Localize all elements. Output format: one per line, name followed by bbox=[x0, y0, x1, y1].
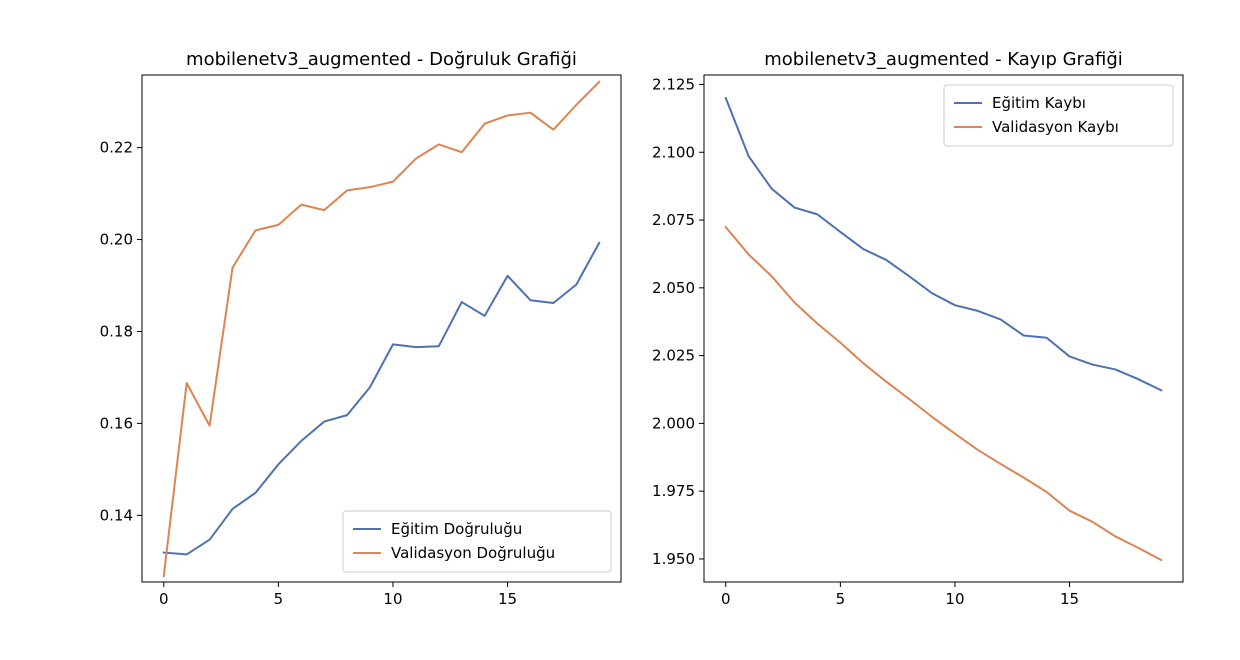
loss-chart: mobilenetv3_augmented - Kayıp Grafiği 0 5 1… bbox=[652, 49, 1184, 608]
y-tick-label: 0.22 bbox=[100, 139, 133, 157]
y-tick-label: 2.050 bbox=[652, 279, 695, 297]
y-tick-label: 0.20 bbox=[100, 231, 133, 249]
y-tick-label: 0.14 bbox=[100, 506, 133, 524]
series-line-0 bbox=[724, 96, 1163, 392]
y-tick-label: 2.075 bbox=[652, 211, 695, 229]
x-tick-label: 0 bbox=[721, 590, 731, 608]
y-tick-label: 1.975 bbox=[652, 482, 695, 500]
plot-frame bbox=[141, 74, 622, 583]
x-tick-label: 5 bbox=[836, 590, 846, 608]
y-tick-label: 0.16 bbox=[100, 414, 133, 432]
x-tick-label: 10 bbox=[945, 590, 964, 608]
x-tick-label: 15 bbox=[498, 590, 517, 608]
y-tick-label: 0.18 bbox=[100, 322, 133, 340]
legend-label-1: Validasyon Kaybı bbox=[992, 118, 1119, 136]
x-tick-label: 15 bbox=[1060, 590, 1079, 608]
x-tick-label: 10 bbox=[383, 590, 402, 608]
legend-box bbox=[943, 84, 1174, 147]
legend: Eğitim Doğruluğu Validasyon Doğruluğu bbox=[342, 510, 612, 573]
plot-frame bbox=[703, 74, 1184, 583]
y-tick-label: 2.000 bbox=[652, 414, 695, 432]
legend: Eğitim Kaybı Validasyon Kaybı bbox=[943, 84, 1174, 147]
y-tick-label: 2.100 bbox=[652, 143, 695, 161]
series-line-1 bbox=[162, 80, 601, 578]
y-tick-label: 2.125 bbox=[652, 75, 695, 93]
accuracy-chart: mobilenetv3_augmented - Doğruluk Grafiği… bbox=[100, 49, 622, 608]
legend-label-0: Eğitim Kaybı bbox=[992, 94, 1086, 112]
legend-label-0: Eğitim Doğruluğu bbox=[391, 520, 522, 538]
y-tick-label: 1.950 bbox=[652, 550, 695, 568]
x-tick-label: 0 bbox=[159, 590, 169, 608]
legend-label-1: Validasyon Doğruluğu bbox=[391, 544, 555, 562]
series-line-0 bbox=[162, 241, 601, 556]
y-tick-label: 2.025 bbox=[652, 347, 695, 365]
chart-title: mobilenetv3_augmented - Doğruluk Grafiği bbox=[186, 49, 577, 70]
series-line-1 bbox=[724, 225, 1163, 562]
legend-box bbox=[342, 510, 612, 573]
x-tick-label: 5 bbox=[274, 590, 284, 608]
chart-title: mobilenetv3_augmented - Kayıp Grafiği bbox=[764, 49, 1123, 70]
